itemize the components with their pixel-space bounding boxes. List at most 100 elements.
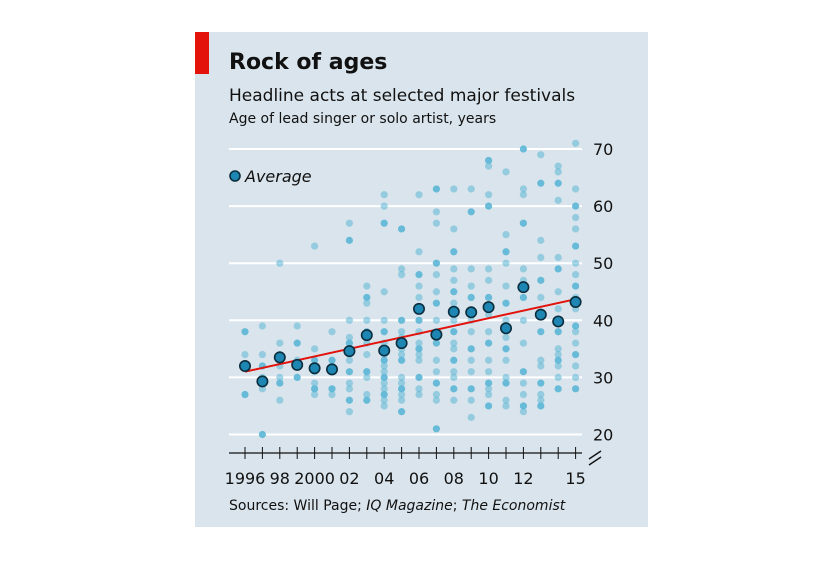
data-point [276,259,284,267]
x-tick-label-1998: 98 [270,469,290,488]
data-point [276,379,284,387]
data-point [502,248,510,256]
chart-subtitle: Headline acts at selected major festival… [229,86,576,106]
data-point [554,362,562,370]
data-point [450,345,458,353]
average-point-2008 [447,305,460,318]
y-tick-label-40: 40 [593,311,613,330]
data-point [519,219,528,227]
data-point [450,276,458,284]
data-point [311,385,319,393]
legend-average-marker [229,170,241,182]
data-point [328,356,336,364]
data-point [380,385,388,393]
data-point [554,373,562,381]
data-point [258,430,266,439]
data-point [502,231,510,239]
data-point [572,328,580,336]
data-point [432,299,440,307]
data-point [519,265,528,273]
average-point-2001 [325,363,338,376]
data-point [398,271,406,279]
data-point [485,293,493,302]
data-point [467,385,475,393]
average-point-2013 [534,308,547,321]
data-point [415,385,423,393]
data-point [363,293,371,302]
average-point-2015 [569,296,582,309]
data-point [519,368,528,376]
data-point [415,271,423,279]
data-point [537,396,545,404]
data-point [363,350,371,359]
data-point [345,356,353,364]
data-point [258,350,266,359]
data-point [450,316,458,324]
data-point [432,339,440,347]
data-point [485,276,493,284]
data-point [398,356,406,364]
data-point [572,242,580,250]
data-point [345,333,353,342]
y-tick-labels: 20 30 40 50 60 70 [593,140,613,445]
data-point [398,225,406,233]
data-point [363,368,371,376]
data-point [258,322,266,330]
data-point [450,339,458,347]
data-point [485,328,493,336]
data-point [502,373,510,381]
data-point [450,225,458,233]
data-point [537,151,545,159]
data-point [241,328,249,336]
data-point [554,265,562,273]
data-point [485,356,493,364]
data-point [572,322,580,330]
data-point [502,333,510,342]
data-point [293,373,301,381]
data-point [328,385,336,393]
x-tick-label-2006: 06 [409,469,429,488]
y-tick-label-30: 30 [593,368,613,387]
data-point [467,282,475,290]
data-point [380,288,388,296]
data-point [572,271,580,279]
data-point [450,373,458,381]
data-point [398,379,406,387]
data-point [363,316,371,324]
data-point [572,202,580,210]
data-point [502,259,510,267]
data-point [519,191,528,199]
data-point [572,339,580,347]
data-point [450,356,458,364]
data-point [276,339,284,347]
data-point [572,139,580,147]
data-point [450,299,458,307]
data-point [485,191,493,199]
data-point [519,408,528,416]
data-point [432,288,440,296]
data-point [311,379,319,387]
source-separator: ; [452,498,462,514]
chart-title: Rock of ages [229,50,388,75]
y-tick-label-60: 60 [593,197,613,216]
x-axis: 1996 98 2000 02 04 06 08 10 12 15 [225,447,602,488]
data-point [363,396,371,404]
average-point-2005 [395,337,408,350]
data-point [537,362,545,370]
data-point [398,396,406,404]
average-point-2011 [499,322,512,335]
average-point-2003 [360,329,373,342]
data-point [328,390,336,399]
data-point [450,328,458,336]
individual-points [241,139,580,439]
data-point [554,356,562,364]
data-point [537,293,545,302]
data-point [432,425,440,433]
data-point [537,276,545,284]
data-point [485,162,493,170]
source-prefix: Sources: Will Page; [229,498,367,514]
data-point [380,316,388,324]
data-point [450,265,458,273]
data-point [467,328,475,336]
data-point [572,373,580,381]
